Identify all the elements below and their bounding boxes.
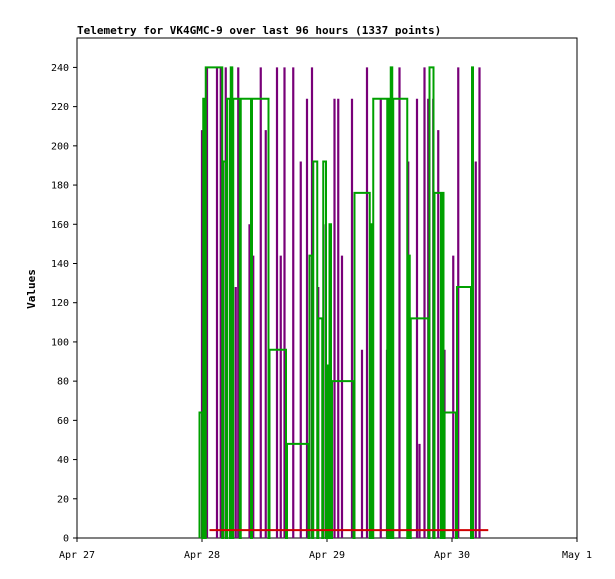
data-point (369, 223, 372, 226)
y-tick-label: 160 (51, 220, 69, 231)
data-point (471, 66, 473, 69)
data-point (428, 66, 431, 69)
data-point (326, 364, 328, 367)
y-tick-label: 60 (57, 416, 69, 427)
data-point (331, 380, 333, 382)
data-point (222, 160, 225, 163)
data-point (441, 192, 443, 194)
data-point (433, 192, 436, 194)
data-point (353, 192, 356, 194)
data-point (204, 66, 207, 69)
data-point (372, 97, 375, 100)
series-layer (198, 66, 489, 539)
data-point (407, 254, 410, 257)
data-point (229, 66, 232, 69)
y-tick-label: 20 (57, 494, 69, 505)
data-point (239, 97, 242, 100)
y-tick-label: 80 (57, 377, 69, 388)
data-point (328, 223, 331, 226)
data-point (409, 317, 412, 320)
data-point (232, 97, 235, 100)
y-tick-label: 240 (51, 63, 69, 74)
y-tick-label: 200 (51, 141, 69, 152)
x-tick-label: Apr 28 (184, 550, 220, 561)
data-point (312, 160, 315, 163)
x-axis: Apr 27 Apr 28 Apr 29 Apr 30 May 1 (59, 538, 592, 561)
x-tick-label: Apr 29 (309, 550, 345, 561)
data-point (456, 286, 458, 288)
chart-title: Telemetry for VK4GMC-9 over last 96 hour… (77, 24, 441, 37)
y-tick-label: 40 (57, 455, 69, 466)
y-tick-label: 140 (51, 259, 69, 270)
data-point (392, 97, 395, 100)
data-point (286, 443, 288, 445)
data-point (387, 97, 390, 100)
data-point (308, 254, 311, 257)
y-tick-label: 180 (51, 181, 69, 192)
y-tick-label: 120 (51, 298, 69, 309)
data-point (443, 411, 446, 414)
data-point (389, 66, 392, 69)
x-tick-label: Apr 27 (59, 550, 95, 561)
y-tick-label: 100 (51, 337, 69, 348)
data-point (317, 317, 320, 320)
y-axis: 0 20 40 60 80 100 120 140 160 180 200 220 240 (51, 63, 77, 545)
data-point (322, 160, 325, 163)
x-tick-label: May 1 (562, 550, 592, 561)
data-point (268, 348, 271, 351)
x-tick-label: Apr 30 (434, 550, 470, 561)
y-axis-label: Values (25, 269, 38, 309)
data-point (251, 97, 253, 100)
y-tick-label: 220 (51, 102, 69, 113)
data-point (226, 97, 228, 100)
y-tick-label: 0 (63, 534, 69, 545)
data-point (202, 97, 205, 100)
series-1 (198, 66, 474, 539)
data-point (198, 411, 201, 414)
